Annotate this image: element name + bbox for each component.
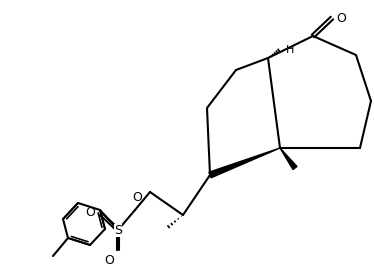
Text: S: S bbox=[114, 224, 122, 236]
Polygon shape bbox=[280, 148, 297, 170]
Polygon shape bbox=[209, 148, 280, 178]
Text: O: O bbox=[336, 12, 346, 24]
Text: O: O bbox=[85, 206, 95, 218]
Text: O: O bbox=[104, 254, 114, 267]
Text: O: O bbox=[132, 191, 142, 204]
Text: H: H bbox=[286, 45, 294, 55]
